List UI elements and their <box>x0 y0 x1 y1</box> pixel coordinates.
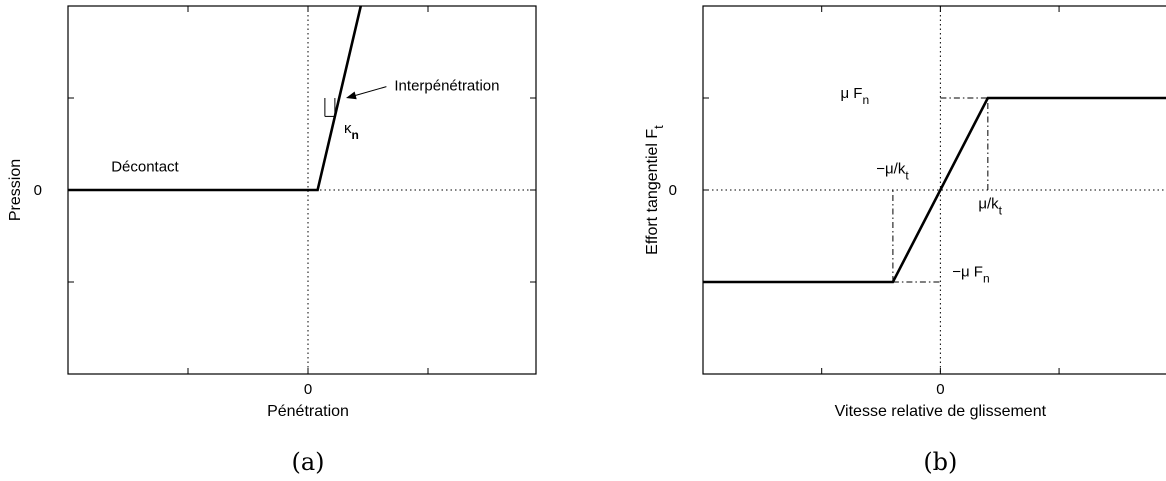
series-line <box>68 6 363 192</box>
x-axis-label: Vitesse relative de glissement <box>835 403 1047 420</box>
y-axis-label: Pression <box>7 159 24 221</box>
caption: (a) <box>291 448 324 476</box>
annotation-1: Interpénétration <box>394 78 499 95</box>
annotation-subscript: n <box>862 93 869 107</box>
y-tick-label: 0 <box>669 182 677 199</box>
axes-frame <box>702 5 1166 375</box>
annotation-0: Décontact <box>111 159 179 176</box>
y-axis-label: Effort tangentiel Ft <box>644 125 666 255</box>
series-line <box>703 96 1166 284</box>
annotation-subscript: t <box>999 203 1003 217</box>
x-tick-label: 0 <box>304 381 312 398</box>
annotation-text: −μ/k <box>876 160 906 177</box>
annotation-text: μ F <box>840 85 862 102</box>
annotation-text: −μ F <box>952 263 983 280</box>
chart-a: 0 0 Décontact Interpénétration κn Pénétration… <box>7 5 537 476</box>
annotation-1: −μ/kt <box>876 160 909 182</box>
annotation-text: μ/k <box>978 195 999 212</box>
annotation-3: −μ Fn <box>952 263 989 285</box>
annotation-text: κ <box>344 120 352 137</box>
annotation-arrowhead <box>346 91 357 100</box>
x-axis-label: Pénétration <box>267 403 349 420</box>
y-axis-label-subscript: t <box>651 125 666 129</box>
annotation-0: μ Fn <box>840 85 869 107</box>
annotation-subscript: n <box>352 128 359 142</box>
annotation-text: Décontact <box>111 159 179 176</box>
x-tick-label: 0 <box>936 381 944 398</box>
y-axis-label-text: Effort tangentiel F <box>644 129 661 255</box>
annotation-2: κn <box>344 120 359 142</box>
annotation-subscript: t <box>905 168 909 182</box>
annotation-text: Interpénétration <box>394 78 499 95</box>
annotation-arrow <box>349 86 387 98</box>
caption: (b) <box>923 448 957 476</box>
y-tick-label: 0 <box>34 182 42 199</box>
y-axis-label-text: Pression <box>7 159 24 221</box>
annotation-subscript: n <box>983 271 990 285</box>
annotation-2: μ/kt <box>978 195 1002 217</box>
